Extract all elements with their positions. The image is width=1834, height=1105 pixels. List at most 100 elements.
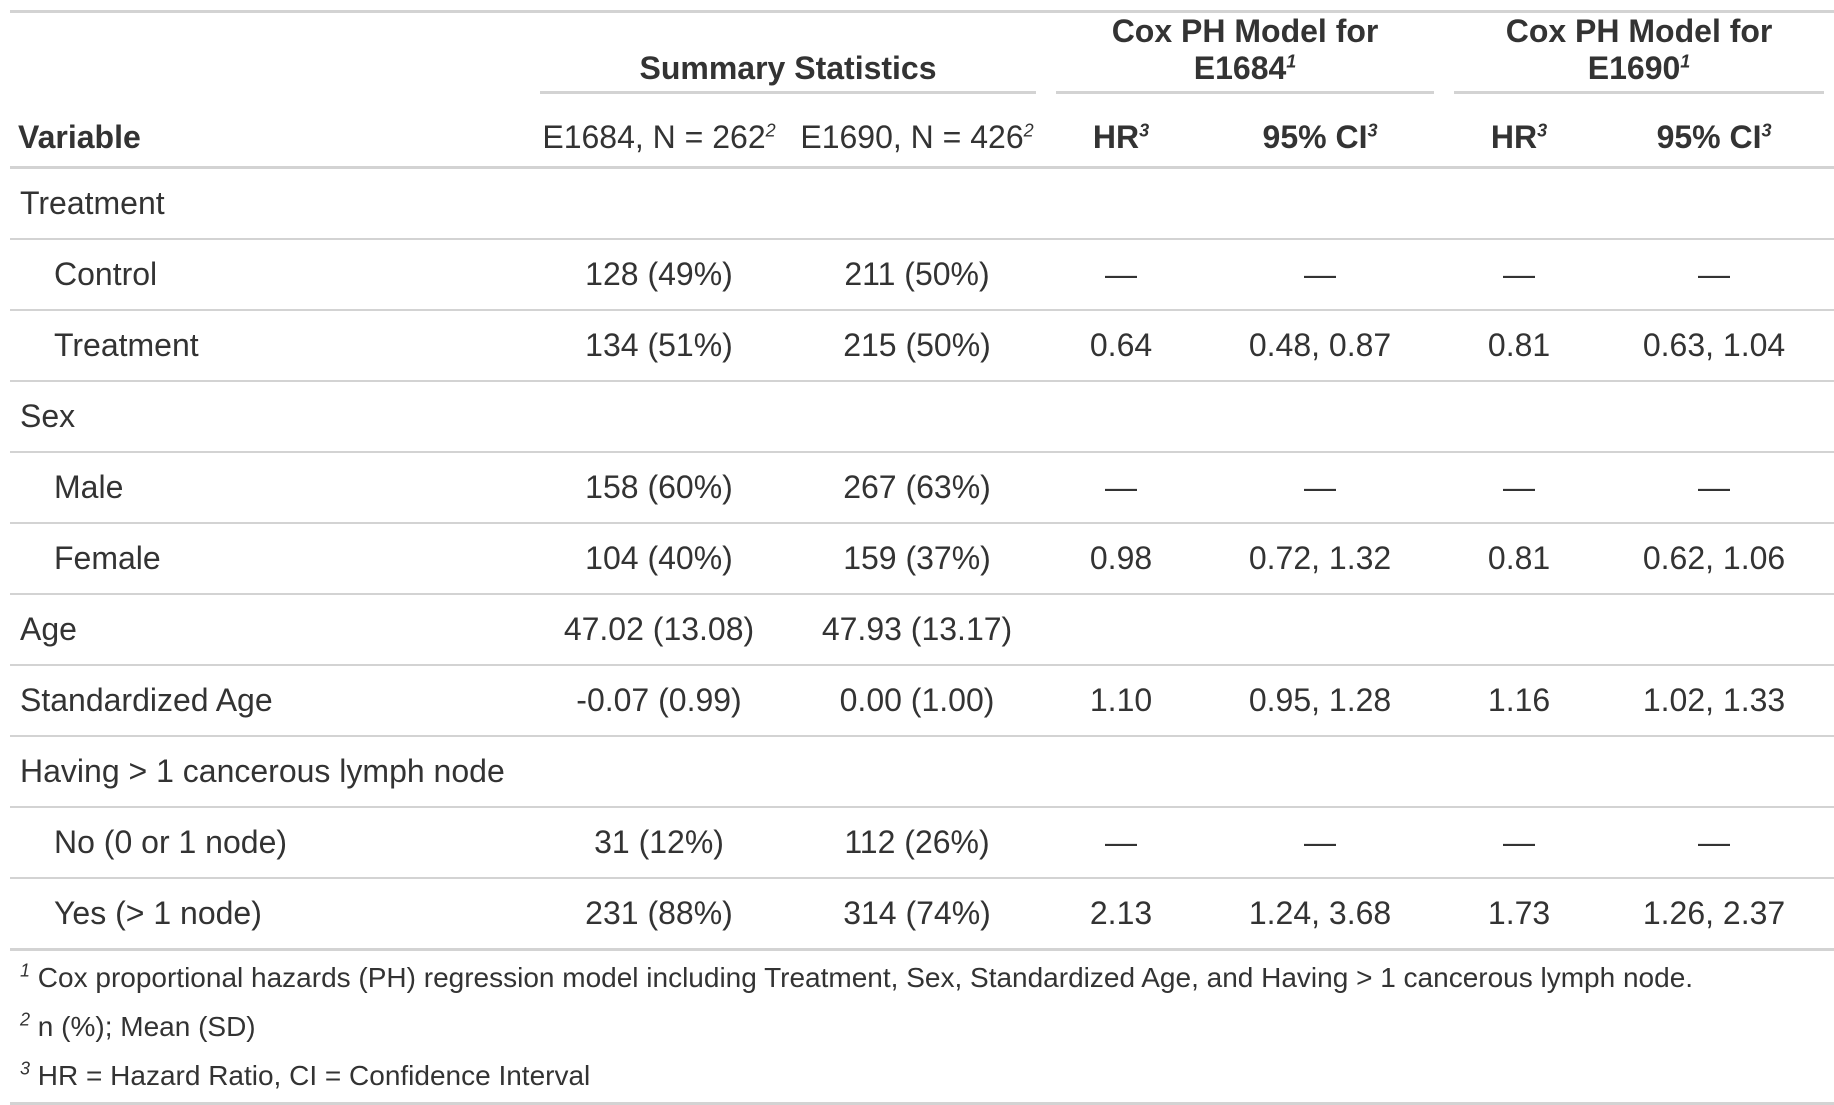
cell-ci2: — bbox=[1594, 806, 1834, 878]
cell-e1690 bbox=[788, 380, 1047, 452]
cell-ci1 bbox=[1196, 380, 1445, 452]
cell-hr1 bbox=[1046, 380, 1197, 452]
cell-hr2: — bbox=[1444, 238, 1595, 310]
table-row: Control 128 (49%) 211 (50%) — — — — bbox=[10, 238, 1834, 310]
cell-hr1: 0.98 bbox=[1046, 522, 1197, 594]
table-row: Sex bbox=[10, 380, 1834, 452]
cell-e1690 bbox=[788, 735, 1047, 807]
column-header-ci-e1684: 95% CI3 bbox=[1196, 100, 1444, 168]
cell-hr2: — bbox=[1444, 451, 1595, 523]
cell-ci2: — bbox=[1594, 238, 1834, 310]
cell-e1690: 47.93 (13.17) bbox=[788, 593, 1047, 665]
spanner-cox-e1690: Cox PH Model for E16901 bbox=[1444, 12, 1834, 101]
column-header-ci-label: 95% CI bbox=[1262, 119, 1368, 155]
footnote-mark: 2 bbox=[20, 1009, 31, 1030]
cell-ci1: 0.95, 1.28 bbox=[1196, 664, 1445, 736]
cell-e1690: 267 (63%) bbox=[788, 451, 1047, 523]
cell-e1684: 231 (88%) bbox=[530, 877, 788, 950]
cell-ci1: 1.24, 3.68 bbox=[1196, 877, 1445, 950]
column-header-variable-label: Variable bbox=[18, 119, 141, 155]
row-variable-label: Age bbox=[10, 593, 530, 665]
row-variable-label: Treatment bbox=[20, 185, 165, 221]
cell-e1684 bbox=[530, 735, 788, 807]
column-header-ci-e1690: 95% CI3 bbox=[1594, 100, 1834, 168]
table-row: Having > 1 cancerous lymph node bbox=[10, 735, 1834, 807]
cell-e1690: 314 (74%) bbox=[788, 877, 1047, 950]
column-header-hr-label: HR bbox=[1092, 119, 1140, 155]
cell-ci1: — bbox=[1196, 451, 1445, 523]
cell-hr1: 2.13 bbox=[1046, 877, 1197, 950]
cell-hr2 bbox=[1444, 380, 1595, 452]
row-level-label: Treatment bbox=[10, 309, 530, 381]
cell-e1690: 112 (26%) bbox=[788, 806, 1047, 878]
cell-hr2 bbox=[1444, 735, 1595, 807]
cell-hr1: 1.10 bbox=[1046, 664, 1197, 736]
footnote-mark-3: 3 bbox=[1367, 120, 1378, 141]
table-row: Age 47.02 (13.08) 47.93 (13.17) bbox=[10, 593, 1834, 665]
column-header-e1684: E1684, N = 2622 bbox=[530, 100, 788, 168]
cell-ci2 bbox=[1594, 380, 1834, 452]
column-header-e1684-label: E1684, N = 262 bbox=[542, 119, 766, 155]
cell-ci2 bbox=[1594, 168, 1834, 240]
spanner-summary-label: Summary Statistics bbox=[639, 50, 937, 86]
cell-ci2: — bbox=[1594, 451, 1834, 523]
footnote-mark: 1 bbox=[20, 960, 31, 981]
cell-e1684: 134 (51%) bbox=[530, 309, 788, 381]
column-header-e1690-label: E1690, N = 426 bbox=[800, 119, 1024, 155]
cell-e1690 bbox=[788, 168, 1046, 240]
cell-ci1: 0.72, 1.32 bbox=[1196, 522, 1445, 594]
table-row: No (0 or 1 node) 31 (12%) 112 (26%) — — — — bbox=[10, 806, 1834, 878]
footnote-mark-1: 1 bbox=[1680, 51, 1691, 72]
row-level-label: Male bbox=[10, 451, 530, 523]
cell-ci2: 1.02, 1.33 bbox=[1594, 664, 1834, 736]
cell-ci2: 1.26, 2.37 bbox=[1594, 877, 1834, 950]
spanner-cox-e1690-label: Cox PH Model for E1690 bbox=[1505, 13, 1773, 86]
cell-ci2: 0.62, 1.06 bbox=[1594, 522, 1834, 594]
row-variable-label: Standardized Age bbox=[10, 664, 530, 736]
cell-ci1: — bbox=[1196, 806, 1445, 878]
footnote-mark-2: 2 bbox=[765, 120, 776, 141]
spanner-summary-statistics: Summary Statistics bbox=[530, 12, 1046, 101]
cell-ci1 bbox=[1196, 168, 1444, 240]
cell-hr2: 0.81 bbox=[1444, 309, 1595, 381]
table-row: Treatment bbox=[10, 168, 1834, 240]
row-level-label: No (0 or 1 node) bbox=[10, 806, 530, 878]
column-header-hr-label: HR bbox=[1490, 119, 1538, 155]
spanner-empty bbox=[10, 12, 530, 101]
footnote-mark-1: 1 bbox=[1286, 51, 1297, 72]
regression-table-container: Summary Statistics Cox PH Model for E168… bbox=[10, 10, 1834, 1105]
cell-e1684: -0.07 (0.99) bbox=[530, 664, 788, 736]
table-row: Treatment 134 (51%) 215 (50%) 0.64 0.48, 0.8… bbox=[10, 309, 1834, 381]
footnote: 2 n (%); Mean (SD) bbox=[10, 1002, 1834, 1051]
cell-e1690: 0.00 (1.00) bbox=[788, 664, 1047, 736]
cell-e1684 bbox=[530, 380, 788, 452]
cell-ci1: — bbox=[1196, 238, 1445, 310]
cell-e1690: 159 (37%) bbox=[788, 522, 1047, 594]
column-header-hr-e1684: HR3 bbox=[1046, 100, 1196, 168]
row-variable-label: Having > 1 cancerous lymph node bbox=[10, 735, 530, 807]
cell-e1690: 215 (50%) bbox=[788, 309, 1047, 381]
footnote-mark: 3 bbox=[20, 1058, 31, 1079]
cell-e1684: 47.02 (13.08) bbox=[530, 593, 788, 665]
cell-ci2: 0.63, 1.04 bbox=[1594, 309, 1834, 381]
table-body: Treatment Control 128 (49%) 211 (50%) — — — — Tr… bbox=[10, 168, 1834, 950]
cell-e1684: 31 (12%) bbox=[530, 806, 788, 878]
cell-hr1 bbox=[1046, 735, 1197, 807]
cell-hr2: 1.73 bbox=[1444, 877, 1595, 950]
table-row: Yes (> 1 node) 231 (88%) 314 (74%) 2.13 1.24… bbox=[10, 877, 1834, 950]
column-header-row: Variable E1684, N = 2622 E1690, N = 426 2… bbox=[10, 100, 1834, 168]
cell-ci1 bbox=[1196, 735, 1445, 807]
column-header-variable: Variable bbox=[10, 100, 530, 168]
footnote-mark-3: 3 bbox=[1761, 120, 1772, 141]
row-level-label: Yes (> 1 node) bbox=[10, 877, 530, 950]
cell-e1684 bbox=[530, 168, 788, 240]
spanner-cox-e1684: Cox PH Model for E16841 bbox=[1046, 12, 1444, 101]
cell-hr2 bbox=[1444, 593, 1595, 665]
row-level-label: Control bbox=[10, 238, 530, 310]
cell-hr2 bbox=[1444, 168, 1594, 240]
footnote: 3 HR = Hazard Ratio, CI = Confidence Int… bbox=[10, 1051, 1834, 1100]
table-row: Standardized Age -0.07 (0.99) 0.00 (1.00) 1… bbox=[10, 664, 1834, 736]
column-header-hr-e1690: HR3 bbox=[1444, 100, 1594, 168]
cell-hr2: — bbox=[1444, 806, 1595, 878]
cell-ci1 bbox=[1196, 593, 1445, 665]
